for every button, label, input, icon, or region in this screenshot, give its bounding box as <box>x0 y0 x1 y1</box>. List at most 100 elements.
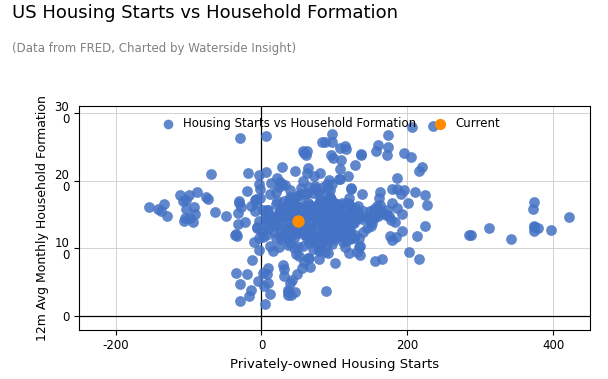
Housing Starts vs Household Formation <box>283 289 293 295</box>
Housing Starts vs Household Formation <box>261 207 271 213</box>
Housing Starts vs Household Formation <box>162 213 172 219</box>
Housing Starts vs Household Formation <box>319 223 328 229</box>
Housing Starts vs Household Formation <box>261 133 271 139</box>
Housing Starts vs Household Formation <box>340 143 350 149</box>
Housing Starts vs Household Formation <box>339 233 348 240</box>
Housing Starts vs Household Formation <box>201 194 211 200</box>
Housing Starts vs Household Formation <box>412 233 421 239</box>
Housing Starts vs Household Formation <box>302 226 311 232</box>
Housing Starts vs Household Formation <box>292 213 302 219</box>
Housing Starts vs Household Formation <box>319 218 328 224</box>
Housing Starts vs Household Formation <box>279 214 289 220</box>
Housing Starts vs Household Formation <box>351 249 361 255</box>
Housing Starts vs Household Formation <box>362 225 372 231</box>
Housing Starts vs Household Formation <box>304 184 314 190</box>
Housing Starts vs Household Formation <box>334 219 344 225</box>
Housing Starts vs Household Formation <box>404 249 414 255</box>
Housing Starts vs Household Formation <box>272 198 282 204</box>
Housing Starts vs Household Formation <box>310 238 320 244</box>
Housing Starts vs Household Formation <box>345 227 355 233</box>
Housing Starts vs Household Formation <box>299 227 308 233</box>
Housing Starts vs Household Formation <box>289 235 299 241</box>
Housing Starts vs Household Formation <box>181 215 190 221</box>
Housing Starts vs Household Formation <box>279 266 289 272</box>
Housing Starts vs Household Formation <box>393 205 402 211</box>
Housing Starts vs Household Formation <box>330 236 340 242</box>
Housing Starts vs Household Formation <box>326 196 336 202</box>
Housing Starts vs Household Formation <box>204 196 213 202</box>
Housing Starts vs Household Formation <box>320 249 330 255</box>
Housing Starts vs Household Formation <box>382 207 392 213</box>
Housing Starts vs Household Formation <box>399 187 409 193</box>
Housing Starts vs Household Formation <box>383 144 393 150</box>
Housing Starts vs Household Formation <box>254 181 263 187</box>
Housing Starts vs Household Formation <box>308 237 318 243</box>
Housing Starts vs Household Formation <box>308 204 318 210</box>
Housing Starts vs Household Formation <box>319 210 329 216</box>
Housing Starts vs Household Formation <box>391 234 401 240</box>
Housing Starts vs Household Formation <box>332 226 342 232</box>
Housing Starts vs Household Formation <box>344 230 354 236</box>
Housing Starts vs Household Formation <box>287 202 297 208</box>
Housing Starts vs Household Formation <box>530 223 539 229</box>
Housing Starts vs Household Formation <box>335 232 345 238</box>
Housing Starts vs Household Formation <box>251 196 261 202</box>
Housing Starts vs Household Formation <box>322 187 331 193</box>
Housing Starts vs Household Formation <box>319 223 328 229</box>
Housing Starts vs Household Formation <box>315 197 325 203</box>
Housing Starts vs Household Formation <box>280 182 289 188</box>
Housing Starts vs Household Formation <box>342 199 351 205</box>
Housing Starts vs Household Formation <box>154 206 164 212</box>
Housing Starts vs Household Formation <box>407 124 417 130</box>
Housing Starts vs Household Formation <box>303 255 313 262</box>
Housing Starts vs Household Formation <box>325 187 335 193</box>
Housing Starts vs Household Formation <box>323 226 333 232</box>
Housing Starts vs Household Formation <box>325 208 334 215</box>
Housing Starts vs Household Formation <box>296 192 306 198</box>
Housing Starts vs Household Formation <box>299 150 309 156</box>
Housing Starts vs Household Formation <box>326 204 336 210</box>
Housing Starts vs Household Formation <box>318 210 328 216</box>
Housing Starts vs Household Formation <box>274 209 284 215</box>
Housing Starts vs Household Formation <box>320 207 330 213</box>
Housing Starts vs Household Formation <box>420 223 430 229</box>
Housing Starts vs Household Formation <box>286 232 296 238</box>
Housing Starts vs Household Formation <box>252 224 261 230</box>
Housing Starts vs Household Formation <box>354 204 364 210</box>
Housing Starts vs Household Formation <box>286 292 296 298</box>
Housing Starts vs Household Formation <box>282 202 292 208</box>
Housing Starts vs Household Formation <box>308 190 318 196</box>
Housing Starts vs Household Formation <box>289 244 299 251</box>
Housing Starts vs Household Formation <box>354 235 364 241</box>
Housing Starts vs Household Formation <box>344 224 354 230</box>
Housing Starts vs Household Formation <box>292 204 302 210</box>
Housing Starts vs Household Formation <box>243 170 252 176</box>
Housing Starts vs Household Formation <box>324 208 334 215</box>
Housing Starts vs Household Formation <box>384 213 394 219</box>
Housing Starts vs Household Formation <box>370 213 380 219</box>
Housing Starts vs Household Formation <box>206 171 216 177</box>
Housing Starts vs Household Formation <box>345 236 355 242</box>
Housing Starts vs Household Formation <box>357 191 367 197</box>
Housing Starts vs Household Formation <box>233 221 243 227</box>
Housing Starts vs Household Formation <box>232 231 241 237</box>
Housing Starts vs Household Formation <box>277 164 287 170</box>
Housing Starts vs Household Formation <box>335 202 345 208</box>
Housing Starts vs Household Formation <box>258 234 268 240</box>
Housing Starts vs Household Formation <box>335 176 345 182</box>
Housing Starts vs Household Formation <box>336 218 345 224</box>
Housing Starts vs Household Formation <box>382 132 392 138</box>
Housing Starts vs Household Formation <box>323 235 333 241</box>
Housing Starts vs Household Formation <box>290 168 300 174</box>
Housing Starts vs Household Formation <box>344 249 354 255</box>
Housing Starts vs Household Formation <box>274 184 284 190</box>
Housing Starts vs Household Formation <box>337 200 347 206</box>
Housing Starts vs Household Formation <box>332 227 342 233</box>
Housing Starts vs Household Formation <box>485 225 494 231</box>
Housing Starts vs Household Formation <box>300 202 309 208</box>
Housing Starts vs Household Formation <box>308 246 318 252</box>
Housing Starts vs Household Formation <box>290 196 300 202</box>
Housing Starts vs Household Formation <box>373 213 383 219</box>
Housing Starts vs Household Formation <box>184 192 193 198</box>
Housing Starts vs Household Formation <box>292 204 302 210</box>
